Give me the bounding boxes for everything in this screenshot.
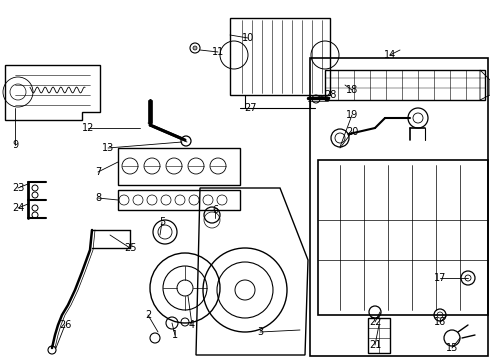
Text: 14: 14	[384, 50, 396, 60]
Text: 13: 13	[102, 143, 114, 153]
Text: 1: 1	[172, 330, 178, 340]
Text: 22: 22	[369, 317, 381, 327]
Text: 7: 7	[95, 167, 101, 177]
Text: 18: 18	[346, 85, 358, 95]
Text: 12: 12	[82, 123, 94, 133]
Text: 15: 15	[446, 343, 458, 353]
Text: 28: 28	[324, 90, 336, 100]
Text: 16: 16	[434, 317, 446, 327]
Text: 17: 17	[434, 273, 446, 283]
Text: 6: 6	[212, 205, 218, 215]
Text: 8: 8	[95, 193, 101, 203]
Text: 27: 27	[244, 103, 256, 113]
Text: 23: 23	[12, 183, 24, 193]
Text: 20: 20	[346, 127, 358, 137]
Text: 3: 3	[257, 327, 263, 337]
Bar	[368, 318, 390, 353]
Text: 9: 9	[12, 140, 18, 150]
Text: 24: 24	[12, 203, 24, 213]
Text: 5: 5	[159, 217, 165, 227]
Text: 11: 11	[212, 47, 224, 57]
Text: 19: 19	[346, 110, 358, 120]
Text: 21: 21	[369, 340, 381, 350]
Text: 4: 4	[189, 320, 195, 330]
Text: 25: 25	[124, 243, 136, 253]
Text: 26: 26	[59, 320, 71, 330]
Bar	[310, 58, 488, 356]
Text: 10: 10	[242, 33, 254, 43]
Circle shape	[193, 46, 197, 50]
Text: 2: 2	[145, 310, 151, 320]
